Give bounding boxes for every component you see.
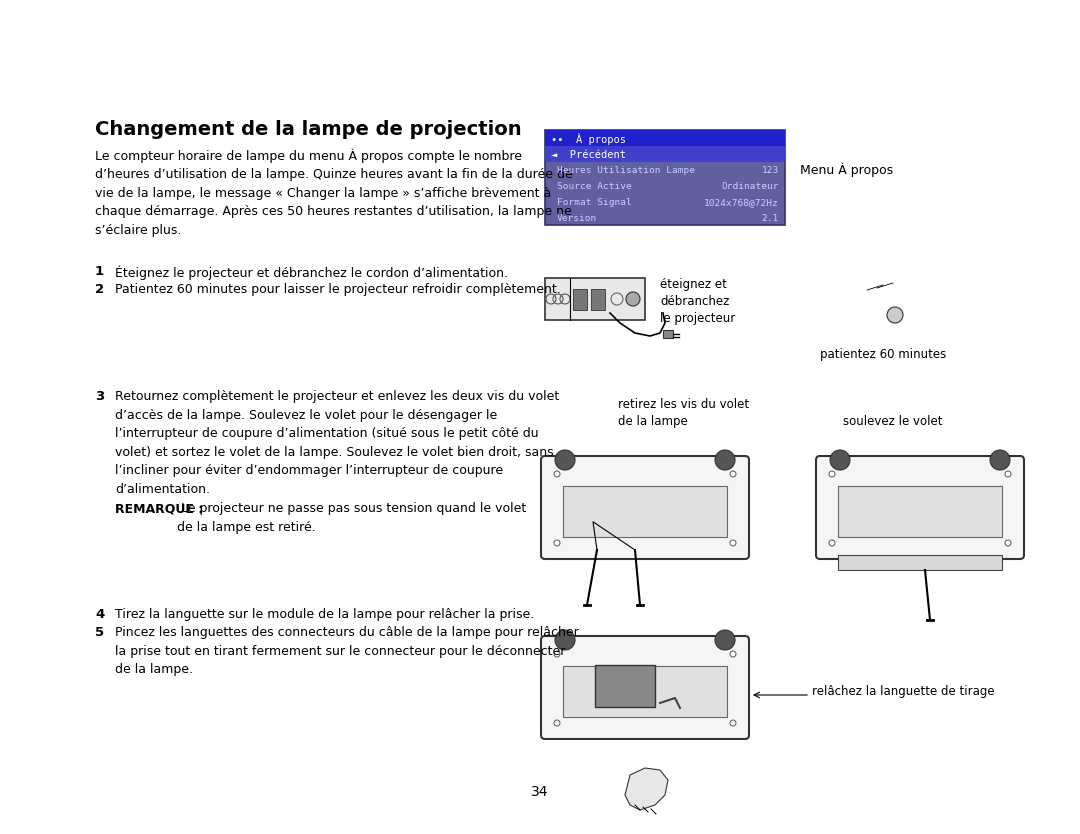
Bar [595, 665, 654, 707]
Text: Éteignez le projecteur et débranchez le cordon d’alimentation.: Éteignez le projecteur et débranchez le … [114, 265, 508, 279]
Text: 4: 4 [95, 608, 105, 621]
Circle shape [715, 630, 735, 650]
Polygon shape [855, 504, 905, 564]
Text: Heures Utilisation Lampe: Heures Utilisation Lampe [557, 166, 696, 175]
Text: Ordinateur: Ordinateur [721, 182, 779, 191]
Circle shape [555, 630, 575, 650]
Bar [545, 278, 645, 320]
Bar [838, 486, 1002, 537]
Text: 1024x768@72Hz: 1024x768@72Hz [704, 198, 779, 207]
Polygon shape [838, 555, 1002, 570]
Text: patientez 60 minutes: patientez 60 minutes [820, 348, 946, 361]
Text: REMARQUE :: REMARQUE : [114, 502, 203, 515]
Circle shape [730, 720, 735, 726]
FancyBboxPatch shape [541, 636, 750, 739]
Text: Version: Version [557, 214, 597, 223]
Text: ••  À propos: •• À propos [551, 133, 626, 145]
Text: Format Signal: Format Signal [557, 198, 632, 207]
Text: 1: 1 [95, 265, 104, 278]
Circle shape [829, 471, 835, 477]
Circle shape [831, 450, 850, 470]
Circle shape [829, 540, 835, 546]
Text: ◄  Précédent: ◄ Précédent [551, 150, 626, 160]
Text: 34: 34 [531, 785, 549, 799]
Bar [563, 666, 727, 717]
Text: Patientez 60 minutes pour laisser le projecteur refroidir complètement.: Patientez 60 minutes pour laisser le pro… [114, 283, 561, 296]
Circle shape [626, 292, 640, 306]
Circle shape [730, 540, 735, 546]
Circle shape [554, 720, 561, 726]
Circle shape [554, 651, 561, 657]
FancyBboxPatch shape [816, 456, 1024, 559]
Text: Menu À propos: Menu À propos [800, 162, 893, 177]
Text: Tirez la languette sur le module de la lampe pour relâcher la prise.: Tirez la languette sur le module de la l… [114, 608, 535, 621]
Bar [663, 330, 673, 338]
Circle shape [715, 450, 735, 470]
Bar [545, 130, 785, 146]
FancyBboxPatch shape [541, 456, 750, 559]
Text: Pincez les languettes des connecteurs du câble de la lampe pour relâcher
la pris: Pincez les languettes des connecteurs du… [114, 626, 579, 676]
Text: 2.1: 2.1 [761, 214, 779, 223]
Bar [545, 146, 785, 162]
Polygon shape [625, 768, 669, 810]
Text: 5: 5 [95, 626, 104, 639]
Text: Source Active: Source Active [557, 182, 632, 191]
Circle shape [554, 471, 561, 477]
Circle shape [990, 450, 1010, 470]
Text: Changement de la lampe de projection: Changement de la lampe de projection [95, 120, 522, 139]
Text: retirez les vis du volet
de la lampe: retirez les vis du volet de la lampe [618, 398, 750, 428]
Circle shape [730, 651, 735, 657]
Text: éteignez et
débranchez
le projecteur: éteignez et débranchez le projecteur [660, 278, 735, 325]
Bar [545, 130, 785, 225]
Text: soulevez le volet: soulevez le volet [843, 415, 943, 428]
Text: Retournez complètement le projecteur et enlevez les deux vis du volet
d’accès de: Retournez complètement le projecteur et … [114, 390, 559, 495]
Text: 2: 2 [95, 283, 104, 296]
Bar [591, 289, 605, 309]
Circle shape [1005, 471, 1011, 477]
Circle shape [887, 307, 903, 323]
Circle shape [1005, 540, 1011, 546]
Text: Le projecteur ne passe pas sous tension quand le volet
de la lampe est retiré.: Le projecteur ne passe pas sous tension … [177, 502, 526, 534]
Bar [563, 486, 727, 537]
Text: relâchez la languette de tirage: relâchez la languette de tirage [812, 685, 995, 697]
Circle shape [555, 450, 575, 470]
Text: 3: 3 [95, 390, 105, 403]
Circle shape [554, 540, 561, 546]
Text: Le compteur horaire de lampe du menu À propos compte le nombre
d’heures d’utilis: Le compteur horaire de lampe du menu À p… [95, 148, 572, 237]
Circle shape [730, 471, 735, 477]
Text: 123: 123 [761, 166, 779, 175]
Bar [573, 289, 588, 309]
